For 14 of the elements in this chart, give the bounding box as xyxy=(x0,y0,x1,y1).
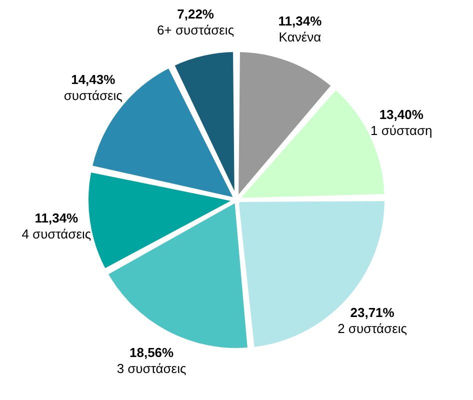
slice-label: 1 σύσταση xyxy=(370,122,432,138)
data-label: 23,71% xyxy=(350,305,395,320)
data-label: 7,22% xyxy=(177,6,214,22)
slice-label: 6+ συστάσεις xyxy=(157,22,234,38)
data-label: 13,40% xyxy=(379,106,424,122)
data-label: 11,34% xyxy=(278,13,322,28)
slice-label: συστάσεις xyxy=(64,88,122,103)
slice-label: Κανένα xyxy=(278,29,322,44)
data-label: 11,34% xyxy=(34,210,79,226)
data-label: 14,43% xyxy=(71,72,116,87)
slice-label: 3 συστάσεις xyxy=(116,360,186,376)
slice-label: 4 συστάσεις xyxy=(22,226,92,242)
slice-label: 2 συστάσεις xyxy=(338,321,408,336)
data-label: 18,56% xyxy=(129,344,174,360)
